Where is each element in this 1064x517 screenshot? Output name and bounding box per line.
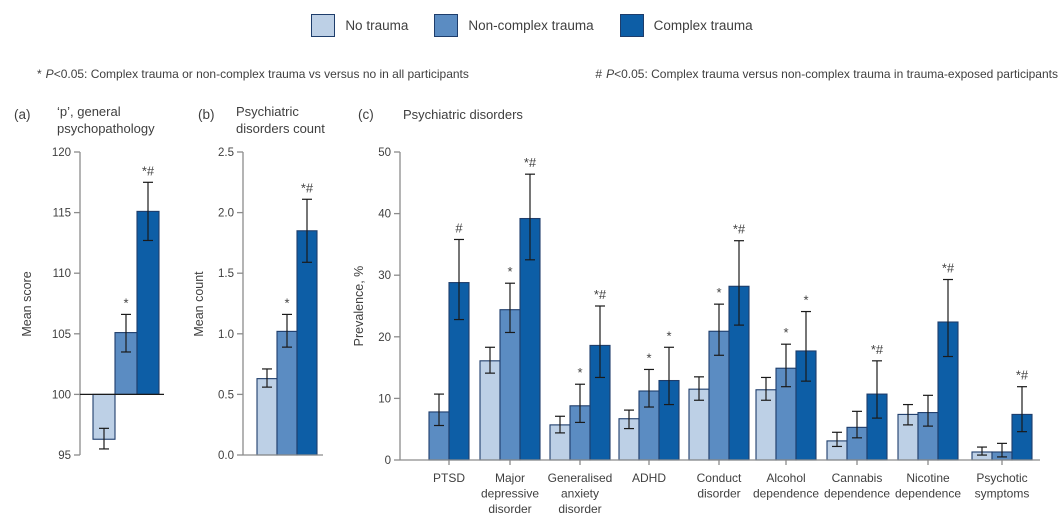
charts-svg: (a) ‘p’, general psychopathology Mean score… [14,104,1040,516]
footnotes: * P<0.05: Complex trauma or non-complex t… [0,67,1064,85]
non-complex-trauma-swatch [434,14,459,37]
y-tick-label: 0.0 [218,450,234,462]
y-tick-label: 105 [52,329,71,341]
significance-label: * [507,264,512,279]
complex-trauma-swatch [619,14,644,37]
panel-letter: (c) [358,107,374,122]
y-tick-label: 115 [53,208,71,220]
y-tick-label: 30 [378,270,391,282]
category-label: Conduct disorder [697,471,742,501]
legend-item-non-complex-trauma: Non-complex trauma [434,14,594,37]
y-tick-label: 95 [58,450,71,462]
legend-label: No trauma [345,18,409,33]
bar-no-trauma [256,378,278,456]
category-label: Nicotine dependence [895,471,961,501]
footnote-asterisk: * P<0.05: Complex trauma or non-complex t… [37,67,469,81]
significance-label: *# [1016,368,1029,383]
significance-label: * [666,328,671,343]
bar-complex-trauma [296,230,318,456]
panel-a: (a) ‘p’, general psychopathology Mean score… [14,104,164,462]
category-label: Major depressive disorder [481,471,539,516]
y-tick-label: 120 [52,147,71,159]
y-tick-label: 110 [53,268,71,280]
footnote-p-italic: P [45,67,54,81]
no-trauma-swatch [311,14,336,37]
panel-title: disorders count [236,121,325,136]
legend-label: Complex trauma [653,18,753,33]
significance-label: # [455,220,463,235]
y-axis-title: Prevalence, % [352,266,366,347]
footnote-marker: * [37,67,42,81]
panel-letter: (a) [14,107,31,122]
y-tick-label: 1.5 [218,268,234,280]
y-axis-title: Mean score [20,271,34,336]
significance-label: * [803,293,808,308]
significance-label: *# [942,261,955,276]
significance-label: *# [871,342,884,357]
panel-title: Psychiatric disorders [403,107,523,122]
footnote-p-italic: P [606,67,615,81]
significance-label: *# [301,180,314,195]
legend-label: Non-complex trauma [468,18,594,33]
category-label: Alcohol dependence [753,471,819,501]
significance-label: *# [142,163,155,178]
significance-label: *# [733,222,746,237]
significance-label: * [123,295,128,310]
category-label: Cannabis dependence [824,471,890,501]
y-tick-label: 40 [378,209,391,221]
significance-label: * [783,325,788,340]
footnote-marker: # [595,67,603,81]
significance-label: * [716,285,721,300]
category-label: PTSD [433,471,465,485]
panel-title: psychopathology [57,121,155,136]
category-label: Psychotic symptoms [975,471,1030,501]
panel-title: Psychiatric [236,104,299,119]
legend-item-no-trauma: No trauma [311,14,408,37]
y-tick-label: 100 [52,389,71,401]
bar-non-complex-trauma [276,330,298,456]
footnote-text: <0.05: Complex trauma or non-complex tra… [53,67,469,81]
significance-label: * [284,295,289,310]
significance-label: * [577,365,582,380]
category-label: ADHD [632,471,666,485]
significance-label: * [646,350,651,365]
footnote-hash: # P<0.05: Complex trauma versus non-compl… [595,67,1058,81]
y-tick-label: 0 [385,455,391,467]
y-tick-label: 2.0 [218,208,234,220]
panel-c: (c) Psychiatric disorders Prevalence, % 0 10… [352,107,1040,516]
y-axis-title: Mean count [192,271,206,337]
legend-item-complex-trauma: Complex trauma [619,14,753,37]
significance-label: *# [524,155,537,170]
y-tick-label: 0.5 [218,389,234,401]
bar-no-trauma [479,360,501,461]
panel-b: (b) Psychiatric disorders count Mean count 0… [192,104,325,462]
footnote-text: <0.05: Complex trauma versus non-complex… [614,67,1058,81]
panel-title: ‘p’, general [57,104,121,119]
y-tick-label: 2.5 [218,147,234,159]
y-tick-label: 1.0 [218,329,234,341]
category-label: Generalised anxiety disorder [548,471,613,516]
y-tick-label: 50 [378,147,391,159]
significance-label: *# [594,287,607,302]
panel-letter: (b) [198,107,215,122]
legend: No trauma Non-complex trauma Complex tra… [0,14,1064,37]
y-tick-label: 10 [378,393,391,405]
y-tick-label: 20 [378,332,391,344]
